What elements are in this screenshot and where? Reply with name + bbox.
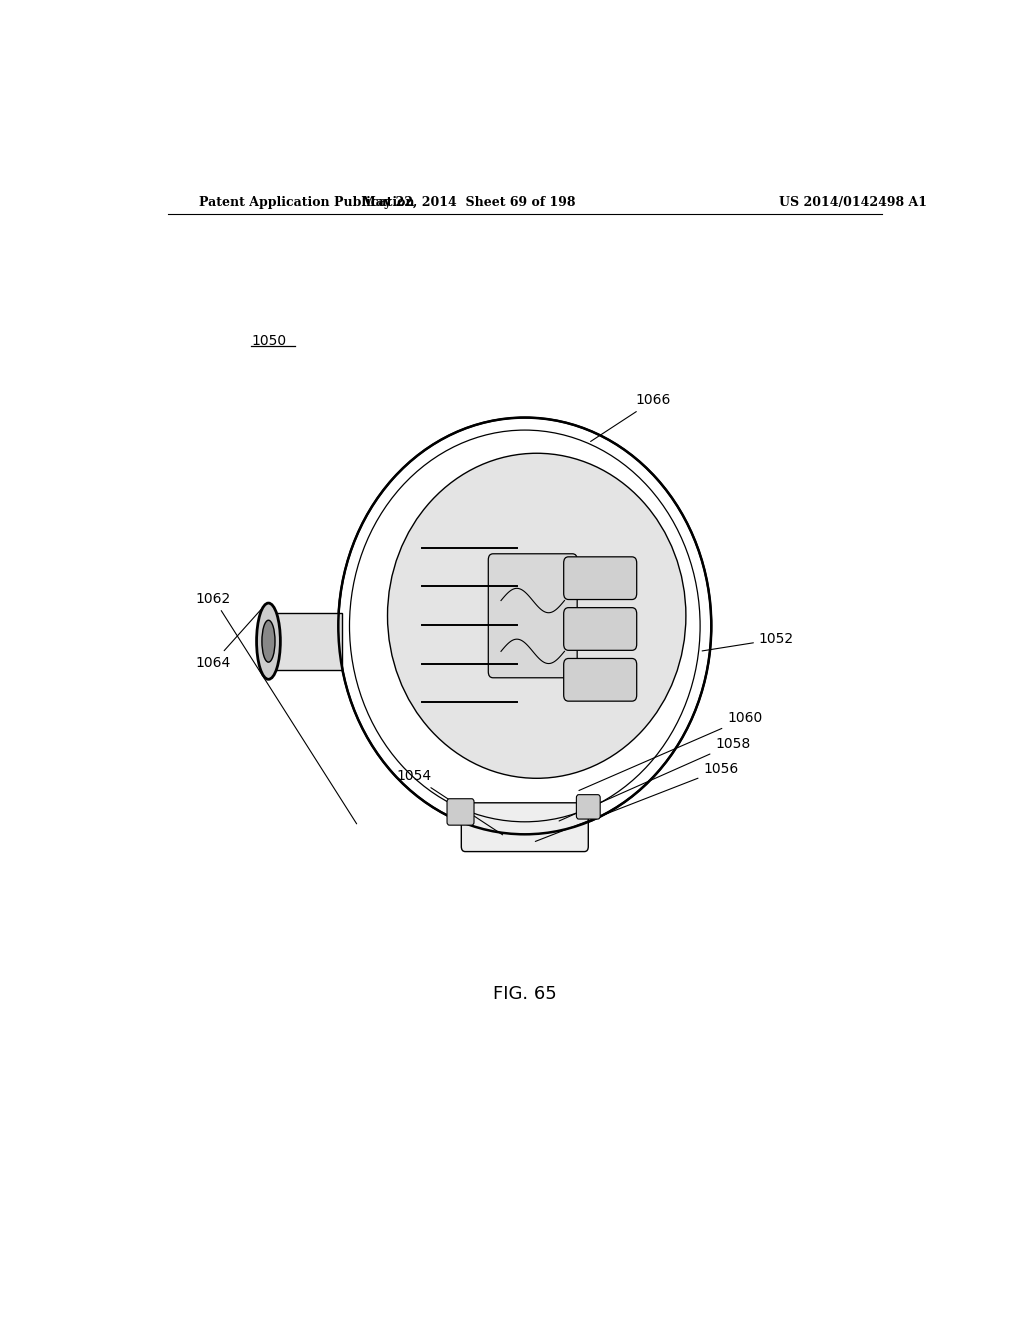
Ellipse shape: [338, 417, 712, 834]
FancyBboxPatch shape: [563, 659, 637, 701]
Ellipse shape: [387, 453, 686, 779]
FancyBboxPatch shape: [577, 795, 600, 818]
Text: 1060: 1060: [579, 711, 763, 791]
FancyBboxPatch shape: [461, 803, 588, 851]
FancyBboxPatch shape: [447, 799, 474, 825]
Text: Patent Application Publication: Patent Application Publication: [200, 195, 415, 209]
FancyBboxPatch shape: [563, 557, 637, 599]
Text: 1066: 1066: [591, 393, 672, 441]
Text: 1052: 1052: [702, 632, 794, 651]
Ellipse shape: [262, 620, 275, 663]
FancyBboxPatch shape: [488, 554, 578, 677]
Text: 1056: 1056: [536, 762, 738, 841]
Text: 1058: 1058: [559, 737, 751, 821]
FancyBboxPatch shape: [563, 607, 637, 651]
Text: FIG. 65: FIG. 65: [493, 985, 557, 1003]
Text: 1062: 1062: [196, 591, 356, 824]
Polygon shape: [270, 612, 342, 669]
Ellipse shape: [257, 603, 281, 680]
Text: 1054: 1054: [396, 770, 503, 834]
Text: US 2014/0142498 A1: US 2014/0142498 A1: [778, 195, 927, 209]
Text: 1064: 1064: [196, 607, 262, 669]
Text: May 22, 2014  Sheet 69 of 198: May 22, 2014 Sheet 69 of 198: [362, 195, 575, 209]
Text: 1050: 1050: [251, 334, 286, 348]
